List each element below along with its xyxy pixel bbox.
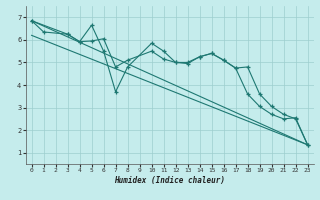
X-axis label: Humidex (Indice chaleur): Humidex (Indice chaleur) — [114, 176, 225, 185]
